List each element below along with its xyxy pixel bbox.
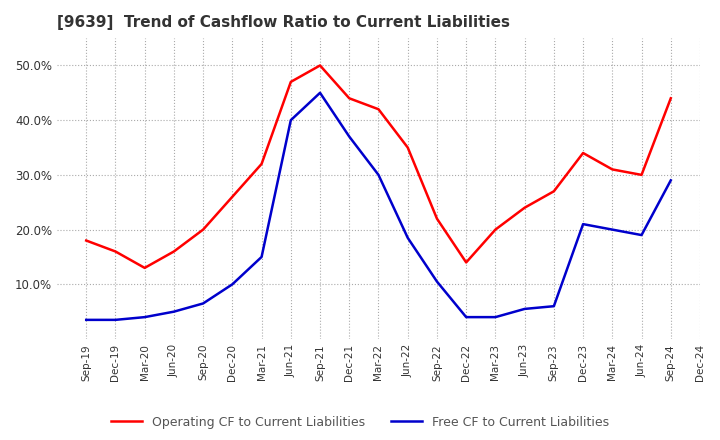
Free CF to Current Liabilities bbox=[462, 315, 470, 320]
Free CF to Current Liabilities bbox=[579, 221, 588, 227]
Line: Operating CF to Current Liabilities: Operating CF to Current Liabilities bbox=[86, 66, 671, 268]
Operating CF to Current Liabilities bbox=[462, 260, 470, 265]
Free CF to Current Liabilities bbox=[170, 309, 179, 314]
Operating CF to Current Liabilities bbox=[82, 238, 91, 243]
Text: [9639]  Trend of Cashflow Ratio to Current Liabilities: [9639] Trend of Cashflow Ratio to Curren… bbox=[57, 15, 510, 30]
Free CF to Current Liabilities bbox=[199, 301, 207, 306]
Operating CF to Current Liabilities bbox=[491, 227, 500, 232]
Free CF to Current Liabilities bbox=[433, 279, 441, 284]
Free CF to Current Liabilities bbox=[491, 315, 500, 320]
Operating CF to Current Liabilities bbox=[315, 63, 324, 68]
Legend: Operating CF to Current Liabilities, Free CF to Current Liabilities: Operating CF to Current Liabilities, Fre… bbox=[106, 411, 614, 434]
Operating CF to Current Liabilities bbox=[140, 265, 149, 271]
Free CF to Current Liabilities bbox=[287, 117, 295, 123]
Free CF to Current Liabilities bbox=[549, 304, 558, 309]
Operating CF to Current Liabilities bbox=[345, 95, 354, 101]
Free CF to Current Liabilities bbox=[345, 134, 354, 139]
Free CF to Current Liabilities bbox=[637, 232, 646, 238]
Operating CF to Current Liabilities bbox=[257, 161, 266, 167]
Operating CF to Current Liabilities bbox=[111, 249, 120, 254]
Operating CF to Current Liabilities bbox=[667, 95, 675, 101]
Free CF to Current Liabilities bbox=[403, 235, 412, 240]
Operating CF to Current Liabilities bbox=[287, 79, 295, 84]
Operating CF to Current Liabilities bbox=[637, 172, 646, 177]
Operating CF to Current Liabilities bbox=[228, 194, 237, 199]
Free CF to Current Liabilities bbox=[521, 306, 529, 312]
Free CF to Current Liabilities bbox=[315, 90, 324, 95]
Free CF to Current Liabilities bbox=[140, 315, 149, 320]
Free CF to Current Liabilities bbox=[228, 282, 237, 287]
Free CF to Current Liabilities bbox=[608, 227, 616, 232]
Operating CF to Current Liabilities bbox=[549, 189, 558, 194]
Operating CF to Current Liabilities bbox=[433, 216, 441, 221]
Line: Free CF to Current Liabilities: Free CF to Current Liabilities bbox=[86, 93, 671, 320]
Operating CF to Current Liabilities bbox=[199, 227, 207, 232]
Operating CF to Current Liabilities bbox=[521, 205, 529, 210]
Operating CF to Current Liabilities bbox=[403, 145, 412, 150]
Free CF to Current Liabilities bbox=[374, 172, 383, 177]
Operating CF to Current Liabilities bbox=[579, 150, 588, 156]
Free CF to Current Liabilities bbox=[257, 254, 266, 260]
Operating CF to Current Liabilities bbox=[170, 249, 179, 254]
Free CF to Current Liabilities bbox=[667, 178, 675, 183]
Operating CF to Current Liabilities bbox=[608, 167, 616, 172]
Operating CF to Current Liabilities bbox=[374, 106, 383, 112]
Free CF to Current Liabilities bbox=[111, 317, 120, 323]
Free CF to Current Liabilities bbox=[82, 317, 91, 323]
